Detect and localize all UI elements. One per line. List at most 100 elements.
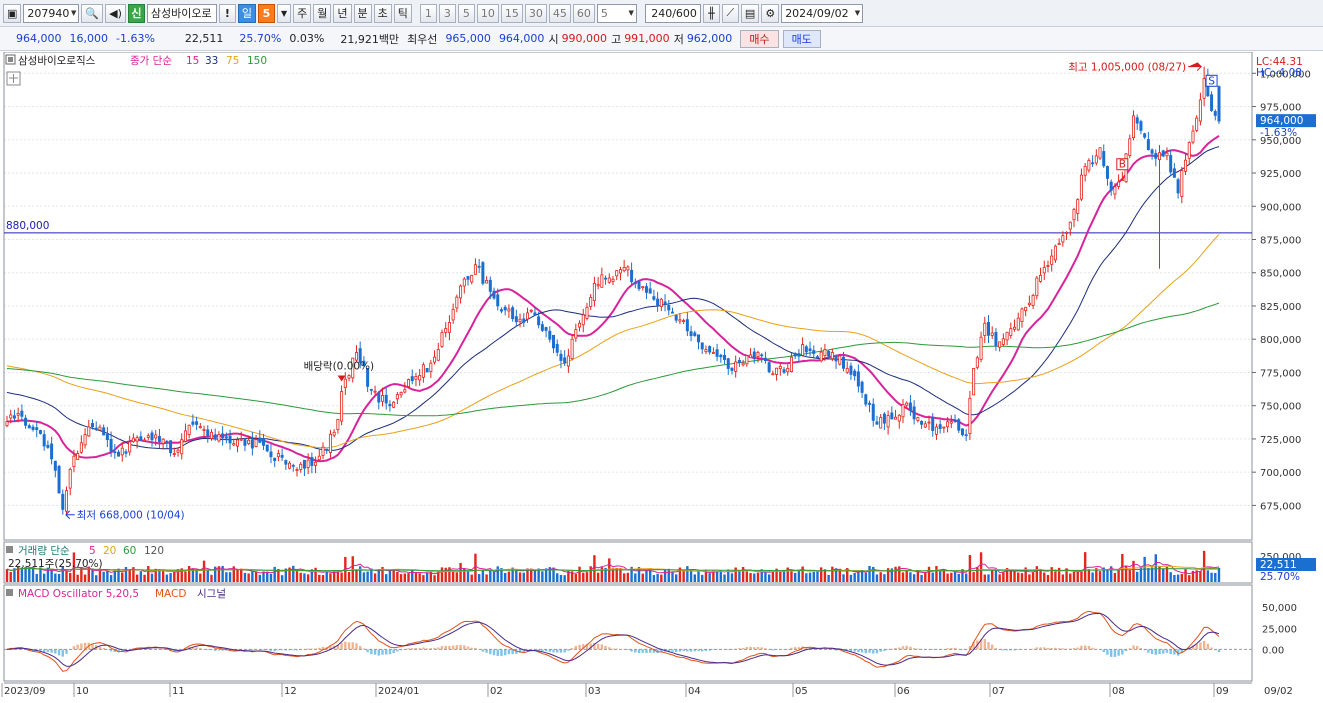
period-dropdown-icon[interactable]: ▼ [277,3,292,23]
minute-10-button[interactable]: 10 [476,3,499,23]
candle-body [1005,331,1009,341]
period-week-button[interactable]: 주 [293,3,312,23]
candle-body [477,265,481,268]
sell-button[interactable]: 매도 [782,29,821,48]
bar-count-input[interactable]: 240/600 [644,3,701,23]
macd-osc-bar [604,645,607,650]
candle-body [135,437,139,442]
macd-osc-bar [503,649,507,656]
candle-body [407,379,411,387]
candle-body [384,394,388,404]
volume-bar [979,552,983,582]
stock-chart[interactable]: 880,000 최고 1,005,000 (08/27) 최저 668,000 … [0,52,1323,703]
candle-body [377,392,381,403]
volume-bar [332,570,336,582]
macd-osc-bar [753,647,756,650]
macd-osc-bar [117,649,120,653]
volume-bar [1176,574,1180,582]
macd-osc-bar [358,645,362,650]
macd-osc-bar [682,649,685,652]
candle-body [161,438,165,444]
volume-bar [950,572,953,582]
candle-body [1187,142,1191,159]
minute-5-button[interactable]: 5 [457,3,475,23]
volume-bar [518,572,522,582]
volume-bar [277,568,280,582]
macd-osc-bar [80,643,83,650]
save-icon[interactable]: ▤ [740,3,760,23]
stock-code-input[interactable]: 207940 [23,3,80,23]
minute-1-button[interactable]: 1 [419,3,437,23]
candle-body [388,403,392,407]
volume-bar [526,568,529,582]
period-number-button[interactable]: 5 [258,3,275,23]
volume-bar [187,566,191,582]
volume-bar [485,574,488,582]
volume-bar [1162,568,1165,582]
macd-osc-bar [306,648,310,650]
candle-body [414,376,418,380]
candle-body [912,406,916,420]
buy-signal-marker[interactable]: B [1116,158,1129,171]
sell-signal-marker[interactable]: S [1205,74,1218,87]
minute-15-button[interactable]: 15 [500,3,523,23]
volume-bar [1009,570,1013,582]
macd-osc-bar [392,649,395,654]
period-minute-button[interactable]: 분 [353,3,372,23]
interval-select[interactable]: 5 [596,3,637,23]
candle-body [737,359,741,364]
candle-body [451,308,455,321]
volume-bar [637,567,641,582]
macd-osc-bar [459,644,462,650]
gear-icon[interactable]: ⚙ [761,3,780,23]
volume-bar [503,572,507,582]
volume-bar [466,570,470,582]
candle-body [269,451,273,458]
volume-bar [1195,570,1198,582]
candle-type-icon[interactable]: ╫ [702,3,720,23]
macd-osc-bar [1176,649,1180,656]
period-second-button[interactable]: 초 [373,3,392,23]
speaker-icon[interactable]: ◀) [105,3,126,23]
volume-bar [823,569,827,582]
minute-45-button[interactable]: 45 [548,3,571,23]
minute-30-button[interactable]: 30 [524,3,547,23]
volume-bar [1147,567,1150,582]
macd-osc-bar [686,649,689,652]
candle-body [908,402,912,411]
volume-bar [570,571,574,582]
draw-tool-icon[interactable]: ⟋ [721,3,739,23]
date-input[interactable]: 2024/09/02 [781,3,864,23]
macd-osc-bar [121,649,124,652]
macd-osc-bar [749,646,752,650]
volume-bar [1035,566,1039,582]
candle-body [444,328,448,333]
macd-osc-bar [518,649,522,653]
candle-body [165,440,169,443]
stock-name-field[interactable]: 삼성바이오로 [146,3,217,23]
candle-body [362,360,366,367]
macd-osc-bar [206,649,209,651]
candle-body [548,330,552,340]
candle-body [786,368,790,373]
minute-60-button[interactable]: 60 [572,3,595,23]
macd-osc-bar [1199,642,1202,650]
macd-osc-bar [481,649,485,652]
period-tick-button[interactable]: 틱 [393,3,412,23]
window-icon[interactable]: ▣ [3,3,22,23]
buy-button[interactable]: 매수 [740,29,779,48]
period-year-button[interactable]: 년 [333,3,352,23]
change-percent: -1.63% [116,32,155,45]
macd-osc-bar [968,646,972,650]
macd-osc-bar [444,645,447,650]
candle-body [793,352,797,357]
candle-body [243,439,247,446]
magnifier-icon[interactable]: 🔍 [81,3,104,23]
period-month-button[interactable]: 월 [313,3,332,23]
minute-3-button[interactable]: 3 [438,3,456,23]
volume-bar [530,568,533,582]
macd-osc-bar [284,649,288,651]
period-day-button[interactable]: 일 [237,3,256,23]
alert-button[interactable]: ! [218,3,236,23]
macd-osc-bar [641,649,644,653]
